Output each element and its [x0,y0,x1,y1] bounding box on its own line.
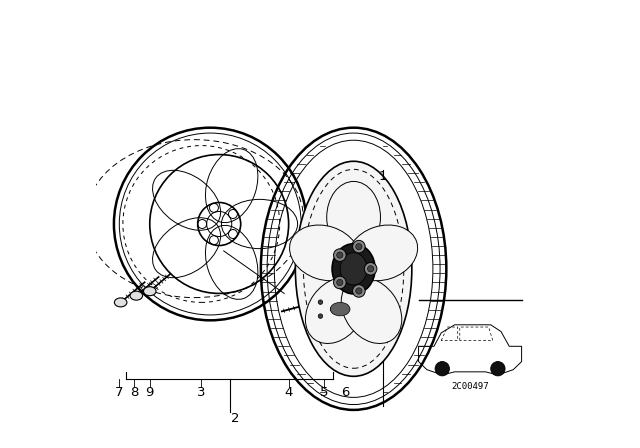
Ellipse shape [356,244,362,250]
Text: 8: 8 [130,385,138,399]
Text: 9: 9 [145,385,154,399]
Text: 5: 5 [320,385,329,399]
Text: 4: 4 [284,385,293,399]
Circle shape [491,362,505,376]
Ellipse shape [115,298,127,307]
Ellipse shape [367,266,374,272]
Text: 2C00497: 2C00497 [451,382,489,391]
Ellipse shape [337,252,343,258]
Ellipse shape [326,181,380,253]
Ellipse shape [330,302,350,316]
Ellipse shape [310,295,339,323]
Ellipse shape [341,277,402,344]
Ellipse shape [337,280,343,286]
Ellipse shape [332,244,375,294]
Text: 2: 2 [230,412,239,426]
Circle shape [435,362,449,376]
Text: 3: 3 [197,385,205,399]
Ellipse shape [318,314,323,319]
Ellipse shape [305,277,366,344]
Ellipse shape [340,253,367,285]
Ellipse shape [356,288,362,294]
Ellipse shape [348,225,418,281]
Ellipse shape [322,297,358,322]
Ellipse shape [330,307,335,311]
Ellipse shape [295,161,412,376]
Ellipse shape [319,294,333,305]
Text: 7: 7 [115,385,124,399]
Ellipse shape [143,287,156,296]
Text: 6: 6 [341,385,349,399]
Text: 1: 1 [378,170,387,184]
Ellipse shape [333,276,346,289]
Ellipse shape [333,249,346,261]
Ellipse shape [353,241,365,253]
Ellipse shape [289,225,360,281]
Ellipse shape [318,300,323,304]
Ellipse shape [353,284,365,297]
Ellipse shape [364,263,377,275]
Ellipse shape [130,291,143,300]
Ellipse shape [317,302,332,316]
